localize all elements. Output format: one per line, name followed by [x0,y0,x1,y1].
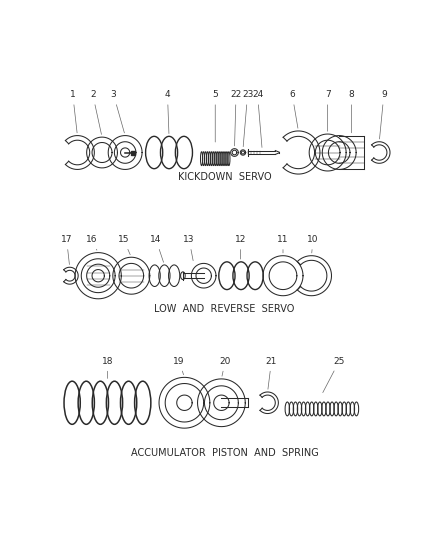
Text: 23: 23 [242,90,253,147]
Text: 19: 19 [173,357,185,375]
Text: 20: 20 [219,357,231,376]
Text: KICKDOWN  SERVO: KICKDOWN SERVO [178,172,271,182]
Text: 25: 25 [323,357,345,393]
Text: 22: 22 [230,90,242,146]
Text: 5: 5 [212,90,218,142]
Text: 21: 21 [266,357,277,389]
Text: 1: 1 [70,90,77,133]
Text: 2: 2 [90,90,102,134]
Text: 4: 4 [165,90,170,134]
Text: LOW  AND  REVERSE  SERVO: LOW AND REVERSE SERVO [154,304,295,314]
Text: 11: 11 [277,235,289,253]
Text: 8: 8 [349,90,354,133]
Text: 15: 15 [118,235,130,255]
Text: 24: 24 [252,90,263,148]
Text: 18: 18 [102,357,113,378]
Text: 14: 14 [150,235,163,262]
Text: ACCUMULATOR  PISTON  AND  SPRING: ACCUMULATOR PISTON AND SPRING [131,448,318,458]
Text: 7: 7 [325,90,331,131]
Text: 6: 6 [290,90,298,128]
Text: 17: 17 [61,235,72,264]
Text: 9: 9 [379,90,387,139]
Text: 3: 3 [111,90,124,133]
Text: 10: 10 [307,235,319,253]
Text: 13: 13 [184,235,195,261]
Text: 12: 12 [235,235,246,259]
Text: 16: 16 [85,235,97,250]
